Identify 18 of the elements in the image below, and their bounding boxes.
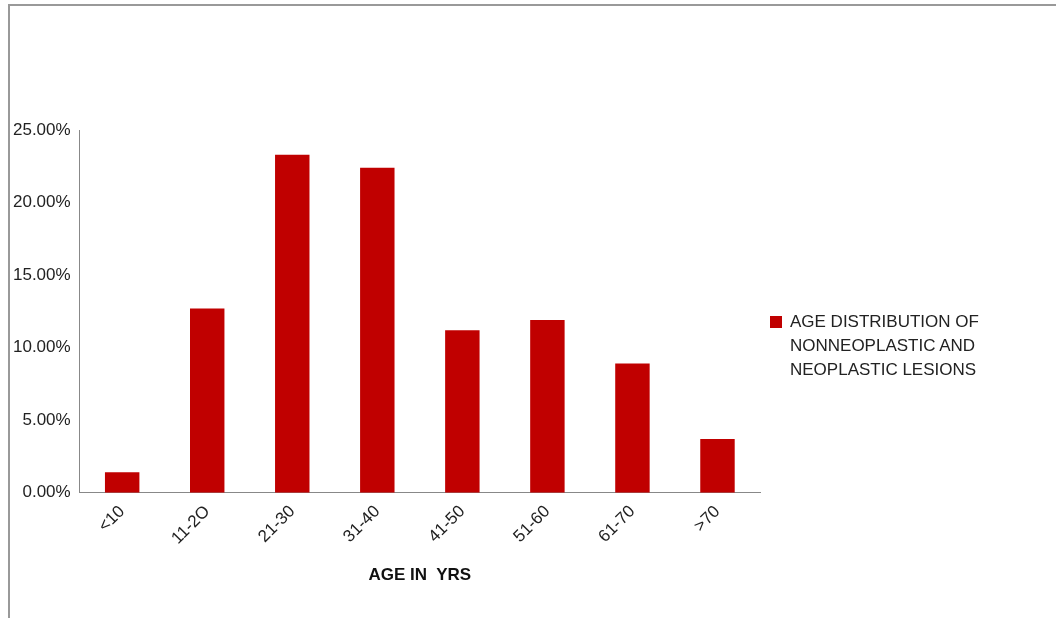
y-tick-label: 25.00% <box>12 119 71 139</box>
legend-label: AGE DISTRIBUTION OF NONNEOPLASTIC AND NEOPLASTIC LESIONS <box>790 311 980 381</box>
bar <box>275 154 310 493</box>
y-tick-label: 5.00% <box>22 409 71 429</box>
bar <box>530 320 565 493</box>
y-tick-label: 10.00% <box>12 337 71 357</box>
bar <box>104 472 140 493</box>
x-axis-title: AGE IN YRS <box>368 565 472 585</box>
y-tick-label: 20.00% <box>12 192 71 212</box>
bar <box>360 167 395 493</box>
bar <box>615 363 650 493</box>
y-tick-label: 15.00% <box>12 264 71 284</box>
x-tick-label: >70 <box>689 501 724 536</box>
y-tick-label: 0.00% <box>22 482 71 502</box>
x-tick-label: <10 <box>94 501 129 536</box>
bar <box>190 308 225 493</box>
bar <box>445 330 480 493</box>
bar <box>700 438 735 493</box>
